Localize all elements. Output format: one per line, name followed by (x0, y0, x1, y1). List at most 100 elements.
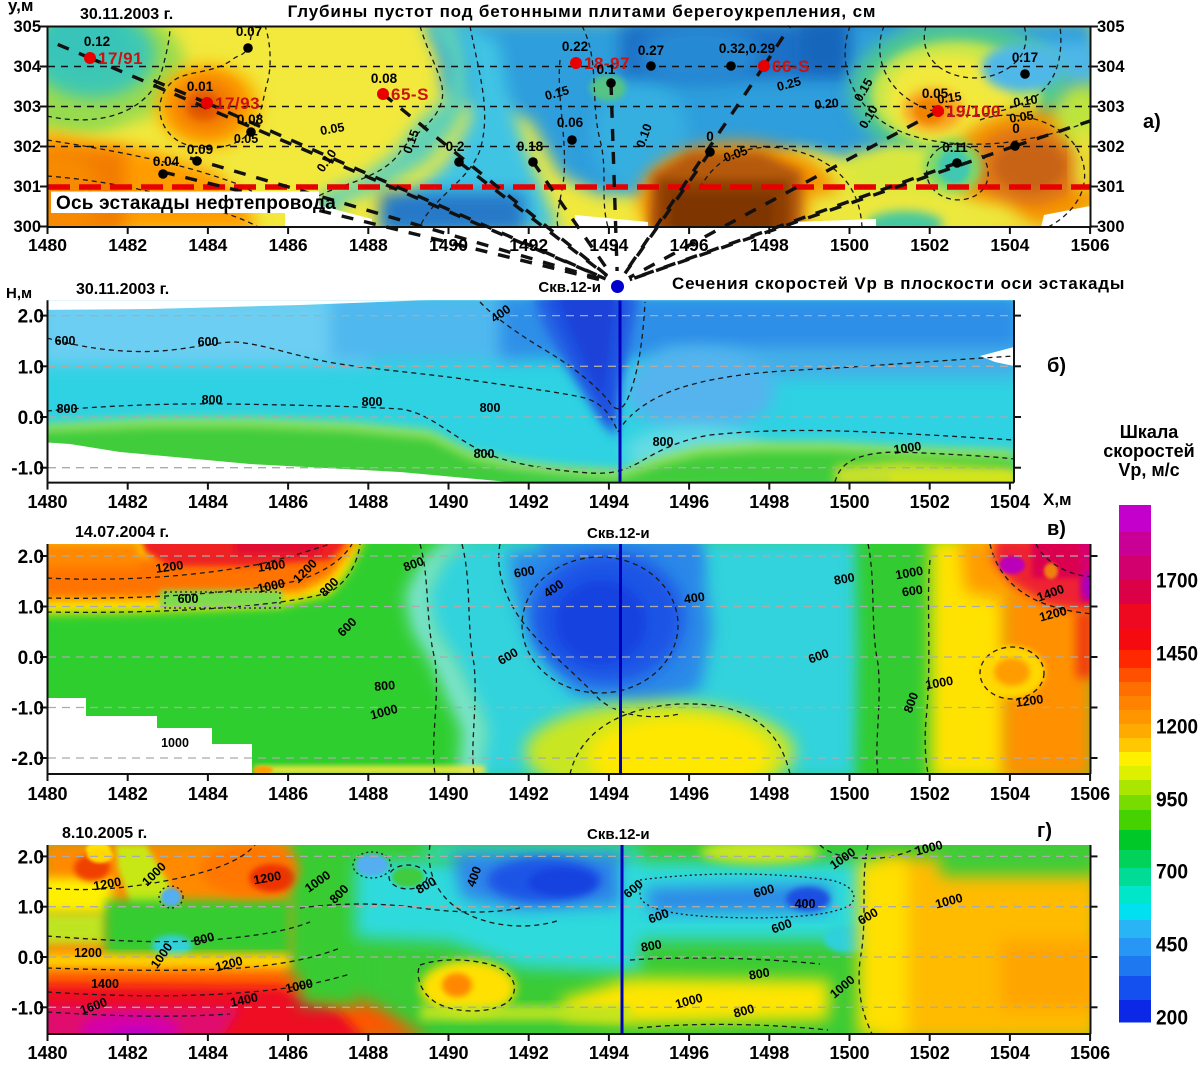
svg-text:1000: 1000 (161, 736, 189, 750)
svg-text:1486: 1486 (268, 784, 308, 804)
svg-text:0.25: 0.25 (775, 74, 802, 94)
svg-text:1490: 1490 (428, 1043, 468, 1063)
svg-text:1482: 1482 (108, 784, 148, 804)
svg-text:0.10: 0.10 (1012, 92, 1038, 109)
svg-text:1498: 1498 (750, 235, 789, 255)
svg-text:800: 800 (202, 393, 223, 407)
svg-text:400: 400 (683, 590, 706, 607)
svg-text:0: 0 (706, 129, 714, 144)
svg-text:0: 0 (1012, 121, 1020, 136)
svg-text:1504: 1504 (990, 492, 1030, 512)
svg-text:1484: 1484 (188, 235, 227, 255)
svg-text:1486: 1486 (268, 492, 308, 512)
svg-text:Н,м: Н,м (6, 285, 32, 302)
svg-text:1200: 1200 (214, 954, 245, 975)
svg-text:Скв.12-и: Скв.12-и (587, 826, 650, 843)
svg-text:2.0: 2.0 (18, 307, 44, 328)
svg-text:303: 303 (13, 98, 41, 116)
svg-text:1.0: 1.0 (18, 898, 44, 919)
svg-text:1488: 1488 (349, 235, 388, 255)
svg-text:302: 302 (13, 138, 41, 156)
svg-text:800: 800 (362, 395, 383, 409)
svg-text:1496: 1496 (669, 784, 709, 804)
svg-text:800: 800 (57, 402, 78, 416)
svg-text:1492: 1492 (509, 1043, 549, 1063)
svg-text:303: 303 (1097, 98, 1125, 116)
svg-text:1000: 1000 (256, 576, 286, 595)
svg-text:301: 301 (1097, 178, 1125, 196)
svg-text:304: 304 (1097, 58, 1125, 76)
svg-text:1494: 1494 (589, 1043, 629, 1063)
svg-text:1200: 1200 (1015, 692, 1045, 710)
svg-text:0.0: 0.0 (18, 648, 44, 669)
svg-text:304: 304 (13, 58, 41, 76)
svg-text:1200: 1200 (92, 875, 122, 894)
svg-text:1200: 1200 (252, 869, 282, 888)
svg-text:1502: 1502 (910, 784, 950, 804)
svg-text:1480: 1480 (27, 784, 67, 804)
svg-text:0.0: 0.0 (18, 408, 44, 429)
svg-text:1488: 1488 (348, 1043, 388, 1063)
svg-text:1496: 1496 (670, 235, 709, 255)
svg-text:1494: 1494 (589, 235, 628, 255)
svg-text:800: 800 (653, 435, 674, 449)
svg-text:Глубины пустот под бетонными п: Глубины пустот под бетонными плитами бер… (288, 2, 877, 21)
svg-text:1000: 1000 (894, 564, 924, 583)
svg-text:0.05: 0.05 (234, 132, 258, 146)
svg-text:0.04: 0.04 (153, 154, 180, 169)
svg-text:1490: 1490 (428, 492, 468, 512)
svg-text:1492: 1492 (509, 235, 548, 255)
svg-text:1000: 1000 (284, 976, 314, 995)
svg-text:800: 800 (401, 554, 425, 574)
svg-text:0.2: 0.2 (446, 139, 465, 154)
svg-text:1400: 1400 (91, 977, 119, 991)
svg-text:1500: 1500 (830, 235, 869, 255)
svg-text:0.17: 0.17 (1012, 50, 1038, 65)
svg-text:0.12: 0.12 (84, 34, 110, 49)
svg-text:0.0: 0.0 (18, 948, 44, 969)
svg-text:1400: 1400 (229, 990, 259, 1009)
svg-text:0.05: 0.05 (922, 86, 949, 101)
svg-text:0.27: 0.27 (638, 43, 664, 58)
svg-text:1482: 1482 (108, 1043, 148, 1063)
svg-text:1200: 1200 (1038, 604, 1069, 625)
svg-text:1502: 1502 (910, 492, 950, 512)
svg-text:Сечения скоростей Vp в плоскос: Сечения скоростей Vp в плоскости оси эст… (672, 274, 1125, 293)
svg-text:1.0: 1.0 (18, 357, 44, 378)
svg-text:1504: 1504 (990, 1043, 1030, 1063)
svg-text:Скв.12-и: Скв.12-и (587, 525, 650, 542)
svg-text:450: 450 (1156, 934, 1188, 957)
svg-text:0.05: 0.05 (1008, 108, 1034, 125)
svg-text:302: 302 (1097, 138, 1125, 156)
svg-text:1492: 1492 (509, 492, 549, 512)
svg-text:1498: 1498 (749, 784, 789, 804)
svg-text:2.0: 2.0 (18, 547, 44, 568)
svg-text:700: 700 (1156, 861, 1188, 884)
svg-text:1490: 1490 (429, 235, 468, 255)
svg-text:в): в) (1047, 518, 1066, 540)
svg-text:1482: 1482 (108, 492, 148, 512)
svg-text:1400: 1400 (257, 557, 287, 575)
svg-text:300: 300 (1097, 218, 1125, 236)
svg-text:1502: 1502 (910, 1043, 950, 1063)
svg-text:305: 305 (13, 18, 41, 36)
svg-text:200: 200 (1156, 1007, 1188, 1030)
svg-text:8.10.2005 г.: 8.10.2005 г. (62, 825, 147, 842)
svg-text:1504: 1504 (990, 784, 1030, 804)
svg-text:0.01: 0.01 (187, 79, 214, 94)
svg-text:1200: 1200 (155, 558, 185, 576)
svg-text:800: 800 (833, 570, 856, 587)
svg-text:400: 400 (464, 864, 484, 888)
svg-text:1482: 1482 (108, 235, 147, 255)
svg-text:600: 600 (806, 646, 830, 666)
svg-text:1498: 1498 (749, 1043, 789, 1063)
svg-text:1484: 1484 (188, 1043, 228, 1063)
svg-text:1480: 1480 (28, 235, 67, 255)
svg-text:1494: 1494 (589, 492, 629, 512)
svg-text:17/91: 17/91 (98, 49, 143, 68)
svg-text:0.05: 0.05 (319, 120, 345, 138)
svg-text:0.15: 0.15 (543, 83, 570, 103)
svg-text:600: 600 (198, 335, 219, 349)
svg-text:600: 600 (901, 583, 924, 600)
svg-text:0.09: 0.09 (187, 142, 213, 157)
